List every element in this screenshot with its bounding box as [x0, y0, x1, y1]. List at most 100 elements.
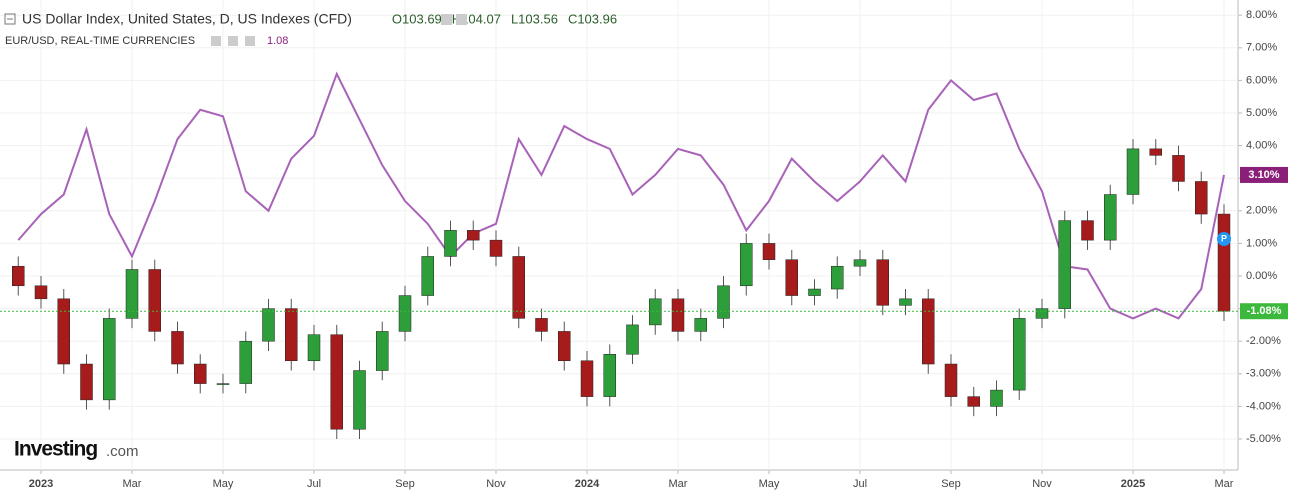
secondary-series-price: 1.08 [267, 35, 288, 47]
x-tick-label: Mar [1215, 478, 1234, 490]
settings-icon[interactable] [211, 36, 221, 46]
candle-body [398, 295, 412, 332]
candle-body [216, 383, 230, 385]
last-value-tag [1240, 166, 1288, 183]
x-tick-label: 2025 [1121, 478, 1145, 490]
x-tick-label: Sep [941, 478, 961, 490]
marker-label: P [1221, 233, 1227, 243]
candle-body [626, 324, 639, 355]
watermark: Investing .com [14, 438, 139, 461]
x-tick-label: Mar [669, 478, 688, 490]
candle-body [580, 360, 594, 397]
y-tick-label: 2.00% [1246, 205, 1277, 217]
candle-body [1104, 194, 1117, 241]
candle-body [1126, 148, 1140, 195]
collapse-icon[interactable] [4, 13, 16, 25]
watermark-suffix: .com [106, 443, 139, 460]
secondary-series-title: EUR/USD, REAL-TIME CURRENCIES [5, 35, 195, 47]
y-tick-label: -5.00% [1246, 433, 1281, 445]
candle-body [649, 298, 662, 326]
candle-body [922, 298, 935, 365]
candle-body [467, 230, 480, 241]
x-tick-label: Nov [1032, 478, 1052, 490]
last-price-tag [1240, 303, 1288, 320]
candle-body [740, 243, 753, 287]
candle-body [171, 331, 184, 365]
y-tick-label: 4.00% [1246, 140, 1277, 152]
y-tick-label: 8.00% [1246, 9, 1277, 21]
marker-badge [1217, 232, 1231, 246]
y-tick-label: -3.00% [1246, 368, 1281, 380]
options-icon[interactable] [228, 36, 238, 46]
x-tick-label: May [759, 478, 780, 490]
candle-body [239, 340, 252, 384]
settings-icon[interactable] [441, 14, 452, 25]
candle-body [535, 318, 548, 332]
y-tick-label: 1.00% [1246, 237, 1277, 249]
candle-body [785, 259, 798, 296]
options-icon[interactable] [456, 14, 467, 25]
header: US Dollar Index, United States, D, US In… [4, 11, 617, 47]
line-series [17, 71, 1225, 320]
candle-body [12, 265, 25, 287]
x-tick-label: Jul [307, 478, 321, 490]
candle-body [330, 334, 343, 430]
candle-body [762, 243, 776, 260]
candle-body [1217, 213, 1231, 312]
last-value-label: 3.10% [1248, 169, 1279, 181]
candle-body [80, 363, 93, 401]
candle-body [967, 396, 980, 407]
candle-body [1013, 318, 1026, 391]
watermark-brand: Investing [14, 438, 97, 461]
candle-body [1035, 308, 1049, 319]
candle-body [694, 318, 707, 332]
candle-body [353, 370, 366, 430]
last-price-label: -1.08% [1247, 305, 1282, 317]
x-tick-label: Sep [395, 478, 415, 490]
candle-body [1058, 220, 1071, 309]
x-tick-label: May [213, 478, 234, 490]
candle-body [125, 269, 139, 319]
y-tick-label: 5.00% [1246, 107, 1277, 119]
x-tick-label: 2024 [575, 478, 600, 490]
candle-body [1172, 155, 1185, 182]
close-icon[interactable] [245, 36, 255, 46]
main-series-title: US Dollar Index, United States, D, US In… [22, 11, 352, 27]
y-tick-label: 7.00% [1246, 42, 1277, 54]
candle-body [944, 363, 958, 397]
open-label: O103.69 [392, 11, 442, 26]
candle-body [808, 288, 821, 296]
candle-body [831, 265, 844, 290]
y-tick-label: -2.00% [1246, 335, 1281, 347]
close-label: C103.96 [568, 11, 617, 26]
candle-body [853, 259, 867, 267]
candle-body [899, 298, 912, 306]
x-tick-label: Mar [123, 478, 142, 490]
x-tick-label: Jul [853, 478, 867, 490]
candle-body [489, 239, 503, 257]
candle-body [1149, 148, 1162, 156]
candle-body [148, 269, 161, 332]
candle-body [194, 363, 207, 384]
low-label: L103.56 [511, 11, 558, 26]
candle-body [717, 285, 730, 319]
x-tick-label: 2023 [29, 478, 53, 490]
y-tick-label: -4.00% [1246, 400, 1281, 412]
candle-body [1081, 220, 1094, 241]
candle-body [262, 308, 275, 342]
y-tick-label: 6.00% [1246, 74, 1277, 86]
candle-body [990, 389, 1003, 407]
candle-body [376, 331, 389, 371]
x-tick-label: Nov [486, 478, 506, 490]
candle-body [671, 298, 685, 332]
candle-body [307, 334, 321, 362]
candle-body [285, 308, 298, 362]
candle-body [558, 331, 571, 362]
candle-body [512, 256, 525, 319]
candle-body [1195, 181, 1208, 215]
y-tick-label: 0.00% [1246, 270, 1277, 282]
candle-body [103, 318, 116, 401]
